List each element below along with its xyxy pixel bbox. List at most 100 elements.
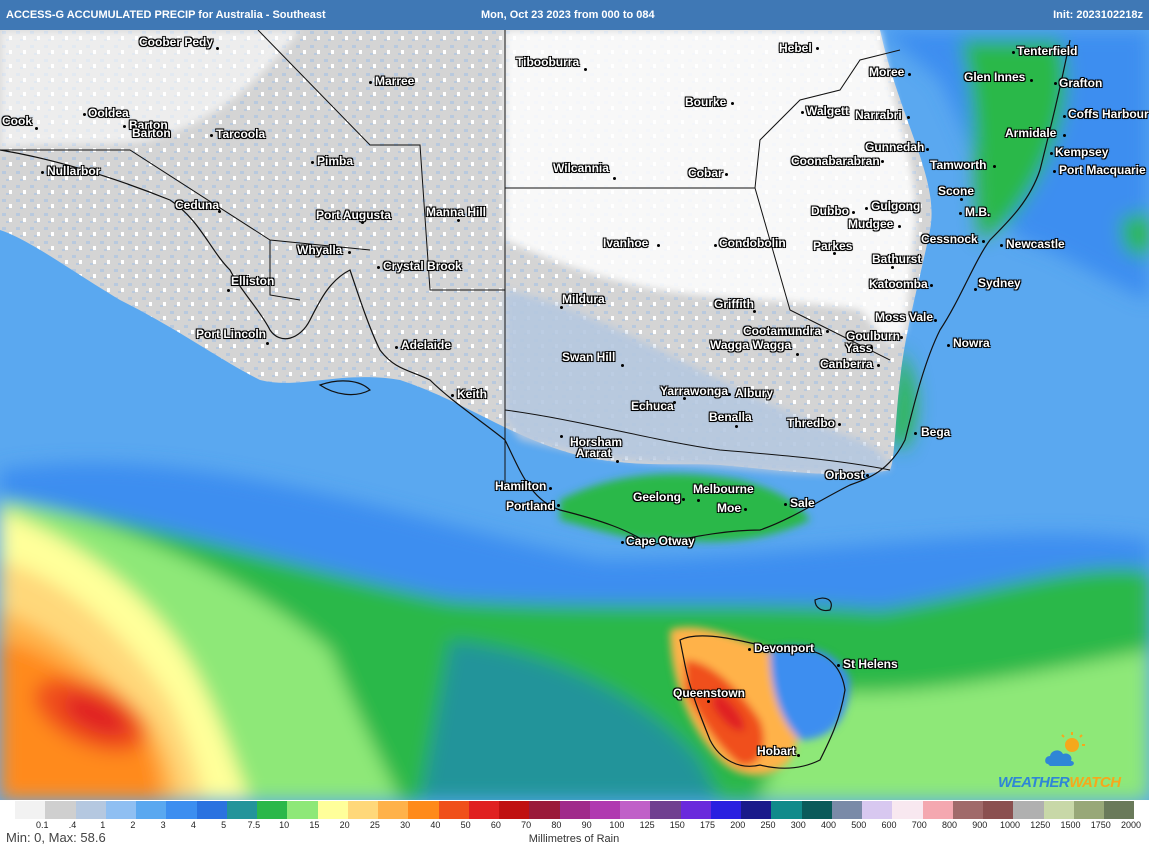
place-dot — [852, 211, 855, 214]
legend-tick-label: 30 — [400, 820, 411, 830]
legend-swatch — [347, 801, 378, 819]
legend-swatch — [378, 801, 409, 819]
place-label: Gunnedah — [865, 140, 925, 154]
place-dot — [41, 171, 44, 174]
legend-swatch — [983, 801, 1014, 819]
place-dot — [725, 173, 728, 176]
place-label: Walgett — [806, 104, 849, 118]
place-label: Port Lincoln — [196, 327, 266, 341]
place-dot — [621, 364, 624, 367]
legend-tick-label: 900 — [972, 820, 988, 830]
place-dot — [457, 219, 460, 222]
place-label: Nullarbor — [47, 164, 101, 178]
place-label: Barton — [132, 126, 171, 140]
place-dot — [870, 346, 873, 349]
legend-tick-label: 7.5 — [247, 820, 261, 830]
place-dot — [616, 460, 619, 463]
legend-swatch — [831, 801, 862, 819]
place-dot — [227, 289, 230, 292]
legend-swatch — [1073, 801, 1104, 819]
place-dot — [930, 284, 933, 287]
legend-swatch — [438, 801, 469, 819]
place-dot — [947, 344, 950, 347]
precip-bands — [0, 30, 1149, 800]
place-label: Kempsey — [1055, 145, 1109, 159]
legend-swatch — [136, 801, 167, 819]
place-label: Cootamundra — [743, 324, 821, 338]
legend-swatch — [1013, 801, 1044, 819]
legend-swatch — [15, 801, 46, 819]
legend-tick-label: 2 — [130, 820, 136, 830]
place-label: Bega — [921, 425, 951, 439]
place-dot — [993, 165, 996, 168]
place-label: Ooldea — [88, 106, 129, 120]
legend-tick-label: 125 — [639, 820, 655, 830]
place-dot — [216, 47, 219, 50]
legend-swatch — [105, 801, 136, 819]
place-label: Ivanhoe — [603, 236, 649, 250]
legend-swatch — [620, 801, 651, 819]
place-dot — [1053, 170, 1056, 173]
place-dot — [801, 111, 804, 114]
place-dot — [682, 498, 685, 501]
place-label: Moe — [717, 501, 741, 515]
precip-field — [0, 30, 1149, 800]
legend-tick-label: 250 — [760, 820, 776, 830]
legend-swatch — [1104, 801, 1135, 819]
place-dot — [959, 212, 962, 215]
place-label: Yass — [845, 341, 873, 355]
place-dot — [982, 240, 985, 243]
place-label: Mildura — [562, 292, 605, 306]
place-dot — [881, 160, 884, 163]
place-dot — [1050, 152, 1053, 155]
legend-swatch — [196, 801, 227, 819]
place-label: Manna Hill — [426, 205, 487, 219]
place-label: Orbost — [825, 468, 865, 482]
place-label: Tamworth — [930, 158, 987, 172]
legend-tick-label: 1750 — [1090, 820, 1111, 830]
legend-tick-label: 150 — [669, 820, 685, 830]
place-dot — [907, 116, 910, 119]
place-dot — [900, 336, 903, 339]
place-dot — [549, 487, 552, 490]
place-dot — [361, 221, 364, 224]
place-dot — [797, 754, 800, 757]
precip-map[interactable]: Coober Pedy Marree Tibooburra Hebel Tent… — [0, 30, 1149, 800]
place-label: Goulburn — [846, 329, 900, 343]
legend-tick-label: 2000 — [1120, 820, 1141, 830]
legend-tick-label: 1250 — [1030, 820, 1051, 830]
place-label: Coober Pedy — [139, 35, 214, 49]
place-label: Griffith — [714, 297, 754, 311]
valid-time: Mon, Oct 23 2023 from 000 to 084 — [481, 9, 655, 21]
place-label: Albury — [735, 386, 774, 400]
place-dot — [865, 207, 868, 210]
place-label: Hebel — [779, 41, 812, 55]
place-label: M.B. — [965, 205, 991, 219]
place-dot — [1012, 51, 1015, 54]
legend-tick-label: 4 — [190, 820, 196, 830]
tasmania-rain — [670, 627, 850, 775]
legend-swatch — [468, 801, 499, 819]
place-label: Echuca — [631, 399, 674, 413]
weather-cloud-sun-icon — [1045, 732, 1085, 766]
place-dot — [621, 541, 624, 544]
place-dot — [348, 251, 351, 254]
place-dot — [673, 401, 676, 404]
place-label: Moree — [869, 65, 905, 79]
place-dot — [744, 508, 747, 511]
place-dot — [369, 81, 372, 84]
place-label: Yarrawonga — [660, 384, 729, 398]
place-dot — [826, 330, 829, 333]
legend-tick-label: 70 — [521, 820, 532, 830]
header-bar: ACCESS-G ACCUMULATED PRECIP for Australi… — [0, 0, 1149, 30]
place-dot — [877, 364, 880, 367]
place-dot — [796, 353, 799, 356]
place-dot — [735, 425, 738, 428]
place-dot — [753, 310, 756, 313]
legend-tick-label: 90 — [581, 820, 592, 830]
place-label: Nowra — [953, 336, 990, 350]
coastlines — [0, 39, 1071, 769]
legend-tick-label: 100 — [609, 820, 625, 830]
legend-tick-label: 1 — [100, 820, 106, 830]
legend-swatch — [1043, 801, 1074, 819]
